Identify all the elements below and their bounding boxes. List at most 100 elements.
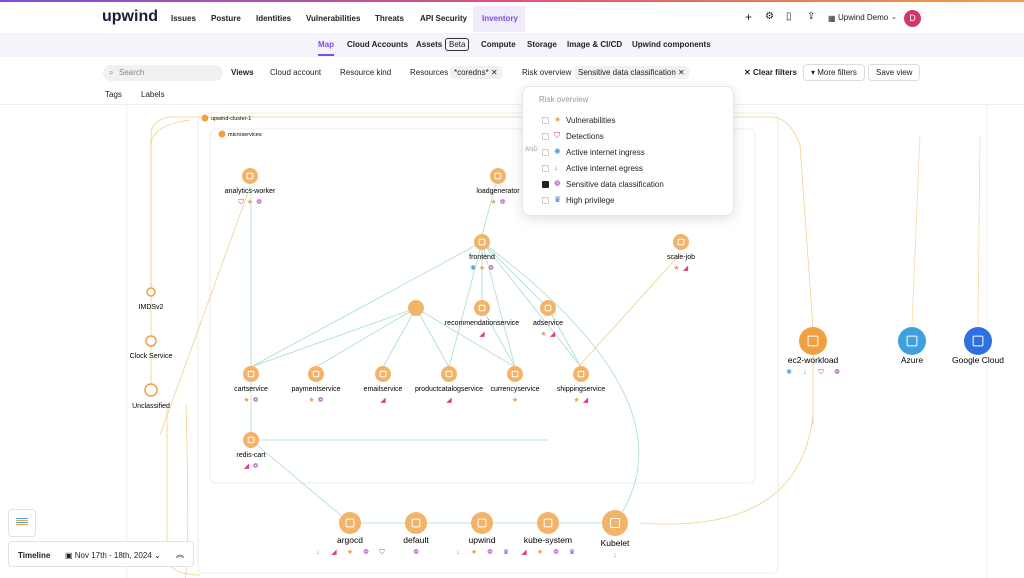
sub-nav-item[interactable]: Assets [416, 40, 443, 49]
risk-badge: ⛉ [238, 198, 244, 206]
avatar[interactable]: D [904, 10, 921, 27]
node[interactable] [474, 234, 490, 250]
risk-badge: ◢ [446, 397, 452, 404]
node[interactable] [145, 335, 157, 347]
node[interactable] [573, 366, 589, 382]
node[interactable] [799, 327, 827, 355]
node[interactable] [339, 512, 361, 534]
risk-badge: ⛉ [379, 548, 385, 556]
node[interactable] [375, 366, 391, 382]
risk-filter[interactable]: Risk overview [522, 68, 572, 77]
node[interactable] [540, 300, 556, 316]
settings-icon[interactable]: ⚙ [765, 11, 774, 22]
sub-nav-item[interactable]: Storage [527, 40, 557, 49]
more-filters[interactable]: ▾ More filters [803, 64, 865, 81]
nav-item[interactable]: Inventory [482, 14, 519, 23]
user-name[interactable]: Upwind Demo [838, 13, 889, 22]
node[interactable] [471, 512, 493, 534]
resources-chip[interactable]: *coredns* ✕ [450, 66, 502, 79]
option-label[interactable]: Active internet egress [566, 164, 643, 173]
option-icon: ❁ [554, 179, 561, 188]
map-edges [250, 175, 640, 524]
risk-badge: ↓ [613, 552, 617, 559]
node[interactable] [964, 327, 992, 355]
checkbox[interactable] [542, 181, 549, 188]
nav-item[interactable]: Threats [375, 14, 404, 23]
risk-badge: ◢ [380, 397, 386, 404]
node[interactable] [602, 510, 628, 536]
node[interactable] [507, 366, 523, 382]
sub-nav-item[interactable]: Upwind components [632, 40, 711, 49]
checkbox[interactable] [542, 149, 549, 156]
cluster-icon [201, 114, 209, 122]
node-glyph [544, 304, 552, 312]
resources-filter[interactable]: Resources [410, 68, 449, 77]
checkbox[interactable] [542, 165, 549, 172]
sub-nav-item[interactable]: Image & CI/CD [567, 40, 623, 49]
tags-filter[interactable]: Tags [105, 90, 122, 99]
resource-kind-filter[interactable]: Resource kind [340, 68, 392, 77]
node[interactable] [898, 327, 926, 355]
sub-nav-item[interactable]: Compute [481, 40, 516, 49]
save-view[interactable]: Save view [868, 64, 921, 81]
node[interactable] [146, 287, 156, 297]
nav-item[interactable]: API Security [420, 14, 468, 23]
cloud-account-filter[interactable]: Cloud account [270, 68, 322, 77]
node[interactable] [308, 366, 324, 382]
more-text: More filters [817, 68, 857, 77]
docs-icon[interactable]: ▯ [786, 11, 792, 22]
nav-item[interactable]: Identities [256, 14, 292, 23]
option-label[interactable]: Active internet ingress [566, 148, 645, 157]
risk-badge: ❁ [253, 462, 259, 470]
views-filter[interactable]: Views [231, 68, 254, 77]
checkbox[interactable] [542, 133, 549, 140]
nav-item[interactable]: Posture [211, 14, 241, 23]
node[interactable] [144, 383, 158, 397]
node[interactable] [673, 234, 689, 250]
search-box[interactable]: Search [103, 65, 223, 81]
legend-button[interactable] [8, 509, 36, 537]
node-label: Kubelet [601, 538, 630, 548]
logo[interactable]: upwind [102, 8, 158, 25]
timeline-label: Timeline [18, 551, 51, 560]
node-label: default [403, 535, 429, 545]
node[interactable] [243, 366, 259, 382]
share-icon[interactable]: ⇪ [807, 11, 816, 22]
option-icon: ✺ [554, 147, 561, 156]
unlabelled-node[interactable] [408, 300, 424, 316]
risk-badge: ❁ [500, 198, 506, 206]
node[interactable] [441, 366, 457, 382]
risk-chip[interactable]: Sensitive data classification ✕ [574, 66, 689, 79]
cluster-label: upwind-cluster-1 [211, 116, 251, 122]
clear-filters[interactable]: ✕ Clear filters [744, 68, 797, 77]
node[interactable] [474, 300, 490, 316]
labels-filter[interactable]: Labels [141, 90, 165, 99]
checkbox[interactable] [542, 117, 549, 124]
cluster-icon [218, 130, 226, 138]
risk-badge: ★ [537, 548, 543, 556]
nav-item[interactable]: Vulnerabilities [306, 14, 361, 23]
timeline-bar: Timeline ▣ Nov 17th - 18th, 2024 ⌄ ︽ [8, 541, 194, 567]
risk-badge: ↓ [803, 369, 807, 376]
node[interactable] [490, 168, 506, 184]
node[interactable] [405, 512, 427, 534]
expand-icon[interactable]: ︽ [176, 550, 184, 559]
add-icon[interactable]: + [745, 10, 753, 24]
sub-nav-item[interactable]: Cloud Accounts [347, 40, 409, 49]
node-glyph [511, 370, 519, 378]
option-label[interactable]: Sensitive data classification [566, 180, 664, 189]
risk-dropdown: Risk overview AND ★ Vulnerabilities ⛉ Detec… [522, 86, 734, 216]
node[interactable] [537, 512, 559, 534]
nav-item[interactable]: Issues [171, 14, 196, 23]
checkbox[interactable] [542, 197, 549, 204]
sub-nav-item[interactable]: Map [318, 40, 334, 49]
option-label[interactable]: Detections [566, 132, 604, 141]
node[interactable] [243, 432, 259, 448]
risk-badge: ✺ [786, 368, 792, 376]
node[interactable] [242, 168, 258, 184]
option-label[interactable]: Vulnerabilities [566, 116, 616, 125]
timeline-range[interactable]: ▣ Nov 17th - 18th, 2024 ⌄ [65, 551, 161, 560]
option-label[interactable]: High privilege [566, 196, 615, 205]
risk-badge: ❁ [834, 368, 840, 376]
risk-badge: ❁ [488, 264, 494, 272]
